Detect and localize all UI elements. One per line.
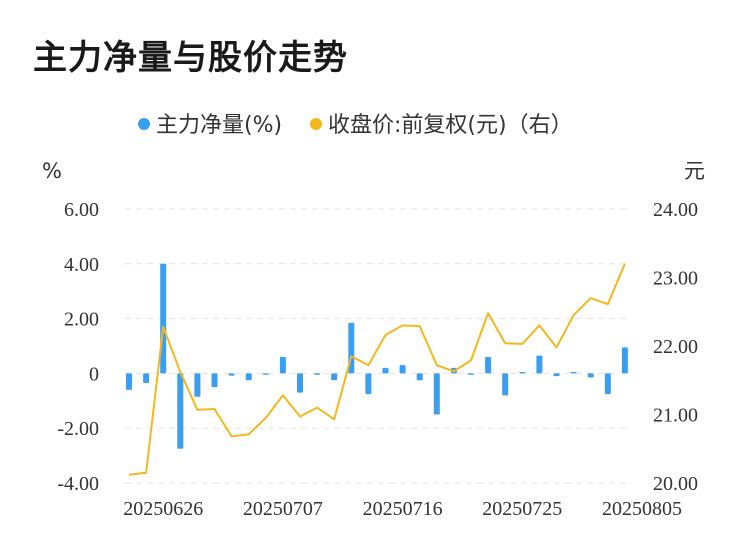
left-axis-tick-label: 2.00 [64,309,99,331]
bar-net-volume [502,373,509,396]
bar-net-volume [297,373,303,393]
left-axis-tick-label: 6.00 [64,199,99,221]
bar-net-volume [399,365,406,374]
bar-net-volume [143,373,150,383]
bar-net-volume [211,373,218,388]
legend-label-net-volume: 主力净量(%) [156,113,282,138]
bar-net-volume [160,263,167,374]
bar-net-volume [365,373,372,394]
left-axis-tick-label: 0 [89,363,99,385]
x-axis-tick-label: 20250626 [123,498,203,520]
bar-net-volume [485,356,492,374]
x-axis-tick-label: 20250805 [602,498,682,520]
line-close-price [128,263,626,476]
bar-net-volume [177,373,184,449]
x-axis-tick-label: 20250725 [482,498,562,520]
left-axis-tick-label: 4.00 [64,254,99,276]
legend-marker-net-volume [138,118,150,130]
bar-net-volume [262,373,269,375]
left-axis-tick-label: -4.00 [57,473,99,495]
bar-net-volume [331,373,338,381]
x-axis-tick-label: 20250707 [243,498,323,520]
right-axis-unit: 元 [684,159,705,183]
bar-net-volume [245,373,252,381]
right-axis-tick-label: 20.00 [653,473,698,495]
right-axis-tick-label: 24.00 [653,199,698,221]
bar-net-volume [536,355,543,374]
page-title: 主力净量与股价走势 [33,38,348,78]
legend-marker-close-price [310,118,322,130]
legend-label-close-price: 收盘价:前复权(元)（右） [328,113,573,138]
bar-net-volume [519,372,526,374]
bar-net-volume [587,373,594,378]
bar-net-volume [468,373,474,375]
bar-net-volume [194,373,201,397]
bar-net-volume [314,373,321,375]
x-axis-tick-label: 20250716 [363,498,443,520]
bar-net-volume [621,347,628,374]
bar-net-volume [570,372,577,374]
bar-net-volume [382,367,389,374]
right-axis-tick-label: 21.00 [653,405,698,427]
bar-net-volume [279,356,286,374]
bar-net-volume [416,373,423,381]
right-axis-tick-label: 22.00 [653,336,698,358]
bar-net-volume [604,373,611,394]
bar-net-volume [433,373,440,415]
right-axis-tick-label: 23.00 [653,268,698,290]
left-axis-tick-label: -2.00 [57,418,99,440]
bar-net-volume [553,373,560,377]
bar-net-volume [228,373,235,376]
bar-net-volume [126,373,132,390]
left-axis-unit: % [42,159,62,183]
